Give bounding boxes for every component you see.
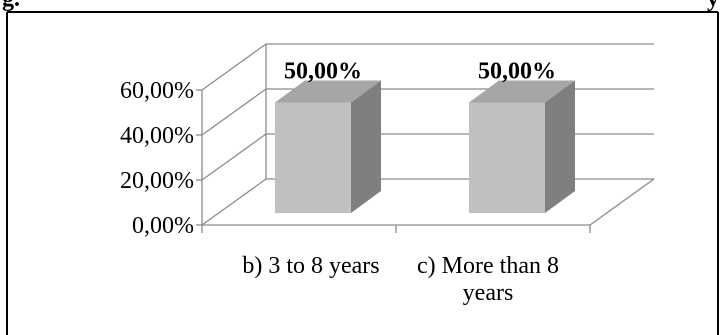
caption-tail: y bbox=[707, 0, 719, 12]
y-tick-label-3: 60,00% bbox=[120, 78, 194, 104]
gridline-side-0 bbox=[201, 178, 267, 226]
bar-side-0 bbox=[351, 80, 381, 213]
data-label-1: 50,00% bbox=[478, 59, 556, 85]
bar-side-1 bbox=[545, 80, 575, 213]
labels: 50,00% 50,00% b) 3 to 8 years c) More than … bbox=[242, 59, 559, 307]
bar-front-1 bbox=[469, 102, 545, 213]
axes: 0,00% 20,00% 40,00% 60,00% bbox=[120, 78, 591, 239]
bar-top-0 bbox=[275, 80, 381, 103]
bar-top-1 bbox=[469, 80, 575, 103]
x-category-label-0-line-0: b) 3 to 8 years bbox=[242, 253, 379, 279]
floor-right-edge bbox=[589, 178, 655, 226]
y-tick-label-2: 40,00% bbox=[120, 123, 194, 149]
gridline-side-2 bbox=[201, 88, 267, 136]
bar-front-0 bbox=[275, 102, 351, 213]
bars bbox=[275, 80, 575, 213]
x-category-label-1-line-1: years bbox=[463, 280, 514, 306]
x-category-label-1-line-0: c) More than 8 bbox=[417, 253, 559, 279]
caption-fragment: g. bbox=[2, 0, 20, 12]
y-tick-label-1: 20,00% bbox=[120, 168, 194, 194]
gridlines bbox=[201, 43, 655, 226]
gridline-side-1 bbox=[201, 133, 267, 181]
y-tick-label-0: 0,00% bbox=[132, 213, 194, 239]
gridline-side-3 bbox=[201, 43, 267, 91]
data-label-0: 50,00% bbox=[284, 59, 362, 85]
